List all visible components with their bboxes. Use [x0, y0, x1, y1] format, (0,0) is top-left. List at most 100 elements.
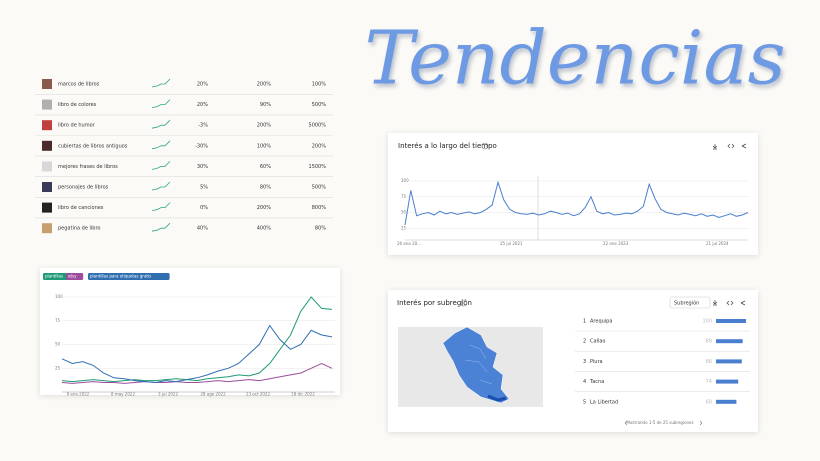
dropdown-label[interactable]: Subregión [674, 300, 699, 307]
query-name[interactable]: personajes de libros [58, 185, 109, 191]
page-title: Tendencias [364, 15, 785, 101]
region-bar [716, 319, 746, 323]
x-tick-label: 9 ene 2022 [67, 392, 90, 397]
query-value: 5000% [309, 123, 327, 129]
y-tick-label: 75 [401, 194, 407, 199]
x-tick-label: 21 jul 2024 [706, 241, 729, 246]
x-tick-label: 8 may 2022 [111, 392, 135, 397]
help-icon[interactable] [481, 142, 489, 150]
rank: 3 [583, 359, 586, 365]
y-tick-label: 75 [55, 318, 61, 323]
query-name[interactable]: marcos de libros [58, 82, 100, 88]
query-value: 200% [257, 205, 272, 211]
region-bar [716, 399, 737, 404]
query-value: 100% [257, 143, 272, 149]
x-tick-label: 25 jul 2021 [500, 241, 523, 246]
help-icon[interactable] [460, 299, 468, 307]
x-tick-label: 3 jul 2022 [158, 392, 178, 397]
region-name[interactable]: Piura [590, 359, 603, 365]
peru-map [442, 326, 510, 404]
query-value: 200% [257, 123, 272, 129]
region-name[interactable]: La Libertad [590, 399, 618, 405]
query-icon [42, 223, 52, 234]
series-chip[interactable] [88, 273, 170, 280]
sparkline [151, 78, 171, 88]
trend-line [61, 296, 333, 383]
y-tick-label: 50 [401, 210, 407, 215]
rank: 2 [583, 339, 586, 345]
y-tick-label: 50 [55, 342, 61, 347]
region-name[interactable]: Tacna [589, 379, 604, 385]
region-value: 74 [706, 379, 712, 385]
series-chip[interactable] [66, 273, 84, 280]
chip-label[interactable]: plantillas para etiquetas gratis [90, 274, 151, 279]
region-name[interactable]: Arequipa [590, 319, 612, 325]
query-value: 40% [197, 226, 208, 232]
query-value: 400% [257, 226, 272, 232]
embed-icon[interactable] [727, 143, 735, 149]
query-value: -30% [195, 143, 208, 149]
region-value: 89 [706, 339, 712, 345]
y-tick-label: 100 [401, 178, 409, 183]
region-name[interactable]: Callao [590, 339, 605, 345]
sparkline [151, 99, 171, 108]
query-value: 800% [312, 205, 327, 211]
x-tick-label: 26 ene 20... [397, 241, 421, 246]
query-value: 20% [197, 102, 208, 108]
query-icon [42, 120, 52, 131]
region-value: 68 [706, 399, 712, 405]
query-value: 30% [197, 164, 208, 170]
rank: 5 [583, 399, 586, 405]
rank: 1 [583, 319, 586, 325]
pager[interactable] [624, 420, 703, 426]
trend-line [404, 180, 749, 226]
map-region [487, 394, 507, 402]
query-name[interactable]: cubiertas de libros antiguos [58, 143, 128, 149]
query-value: 100% [312, 82, 327, 88]
comparison-panel [40, 268, 340, 395]
query-value: 90% [260, 102, 271, 108]
query-value: 1500% [309, 164, 327, 170]
query-name[interactable]: pegatina de libro [58, 226, 100, 232]
interest-panel [388, 133, 758, 255]
chip-label[interactable]: plantillas [45, 274, 63, 279]
query-value: 0% [200, 205, 208, 211]
sparkline [151, 161, 171, 170]
query-icon [42, 182, 52, 192]
query-name[interactable]: libro de colores [58, 102, 97, 108]
query-name[interactable]: libro de humor [58, 123, 96, 129]
y-tick-label: 100 [55, 294, 63, 299]
query-name[interactable]: mejores frases de libros [58, 164, 118, 170]
sparkline [151, 181, 171, 191]
sparkline [151, 202, 171, 211]
region-bar [716, 339, 743, 344]
share-icon[interactable] [740, 300, 746, 306]
share-icon[interactable] [741, 143, 747, 149]
rank: 4 [583, 379, 586, 385]
query-icon [42, 161, 52, 172]
y-tick-label: 25 [401, 225, 407, 230]
download-icon[interactable] [712, 144, 718, 150]
y-tick-label: 25 [55, 365, 61, 370]
query-value: 200% [257, 82, 272, 88]
query-value: 500% [312, 185, 327, 191]
query-value: 60% [260, 164, 271, 170]
query-icon [42, 79, 52, 89]
query-value: -3% [198, 123, 208, 129]
x-tick-label: 18 dic 2022 [291, 392, 315, 397]
region-bar [716, 359, 742, 364]
query-value: 5% [200, 185, 208, 191]
subregion-title: Interés por subregión [397, 299, 472, 307]
query-value: 80% [315, 226, 326, 232]
embed-icon[interactable] [726, 300, 734, 306]
query-name[interactable]: libro de canciones [58, 205, 104, 211]
region-value: 86 [706, 359, 712, 365]
chip-label[interactable]: etsy [68, 274, 77, 279]
dropdown[interactable] [669, 296, 711, 309]
x-tick-label: 28 ago 2022 [200, 392, 226, 397]
query-icon [42, 99, 52, 110]
query-value: 20% [197, 82, 208, 88]
download-icon[interactable] [712, 300, 718, 306]
x-tick-label: 22 ene 2023 [603, 241, 629, 246]
